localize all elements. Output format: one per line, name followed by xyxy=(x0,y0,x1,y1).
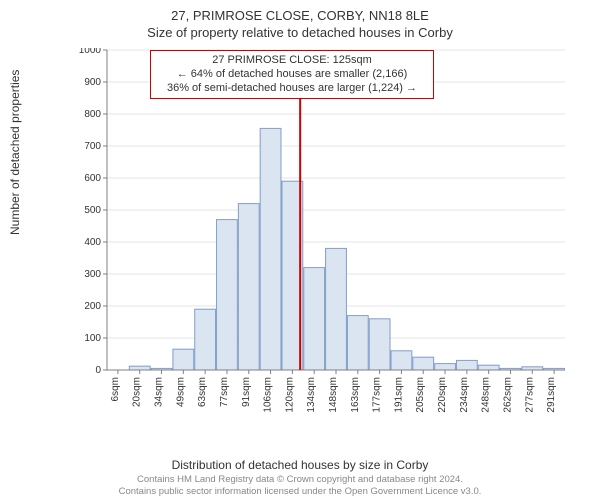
svg-text:63sqm: 63sqm xyxy=(197,377,208,407)
footer-attribution: Contains HM Land Registry data © Crown c… xyxy=(0,474,600,498)
svg-text:220sqm: 220sqm xyxy=(437,377,448,413)
annotation-line1: 27 PRIMROSE CLOSE: 125sqm xyxy=(153,54,431,68)
svg-text:300: 300 xyxy=(84,269,101,280)
svg-text:600: 600 xyxy=(84,173,101,184)
annotation-callout: 27 PRIMROSE CLOSE: 125sqm ← 64% of detac… xyxy=(150,50,434,99)
svg-text:234sqm: 234sqm xyxy=(459,377,470,413)
svg-text:200: 200 xyxy=(84,301,101,312)
svg-text:177sqm: 177sqm xyxy=(372,377,383,413)
svg-text:120sqm: 120sqm xyxy=(284,377,295,413)
footer-line2: Contains public sector information licen… xyxy=(0,486,600,498)
x-axis-label: Distribution of detached houses by size … xyxy=(0,458,600,472)
page-title-line1: 27, PRIMROSE CLOSE, CORBY, NN18 8LE xyxy=(0,0,600,23)
y-axis-label: Number of detached properties xyxy=(8,70,22,235)
svg-text:0: 0 xyxy=(95,365,101,376)
svg-text:700: 700 xyxy=(84,141,101,152)
chart-container: 27, PRIMROSE CLOSE, CORBY, NN18 8LE Size… xyxy=(0,0,600,500)
svg-text:106sqm: 106sqm xyxy=(263,377,274,413)
svg-text:100: 100 xyxy=(84,333,101,344)
footer-line1: Contains HM Land Registry data © Crown c… xyxy=(0,474,600,486)
svg-text:800: 800 xyxy=(84,109,101,120)
svg-text:277sqm: 277sqm xyxy=(524,377,535,413)
svg-text:77sqm: 77sqm xyxy=(219,377,230,407)
page-title-line2: Size of property relative to detached ho… xyxy=(0,23,600,40)
svg-text:6sqm: 6sqm xyxy=(110,377,121,401)
annotation-line2: ← 64% of detached houses are smaller (2,… xyxy=(153,68,431,82)
svg-text:400: 400 xyxy=(84,237,101,248)
histogram-chart: 0 100 200 300 400 500 600 700 800 900 1000 6sqm 20sq… xyxy=(75,48,570,418)
svg-text:20sqm: 20sqm xyxy=(132,377,143,407)
svg-text:191sqm: 191sqm xyxy=(393,377,404,413)
svg-text:134sqm: 134sqm xyxy=(306,377,317,413)
svg-text:500: 500 xyxy=(84,205,101,216)
svg-text:248sqm: 248sqm xyxy=(481,377,492,413)
svg-text:163sqm: 163sqm xyxy=(350,377,361,413)
svg-text:91sqm: 91sqm xyxy=(241,377,252,407)
svg-text:34sqm: 34sqm xyxy=(154,377,165,407)
svg-text:262sqm: 262sqm xyxy=(502,377,513,413)
svg-text:148sqm: 148sqm xyxy=(328,377,339,413)
svg-text:1000: 1000 xyxy=(79,48,102,56)
annotation-line3: 36% of semi-detached houses are larger (… xyxy=(153,82,431,96)
svg-text:205sqm: 205sqm xyxy=(415,377,426,413)
svg-text:49sqm: 49sqm xyxy=(175,377,186,407)
svg-text:900: 900 xyxy=(84,77,101,88)
svg-text:291sqm: 291sqm xyxy=(546,377,557,413)
